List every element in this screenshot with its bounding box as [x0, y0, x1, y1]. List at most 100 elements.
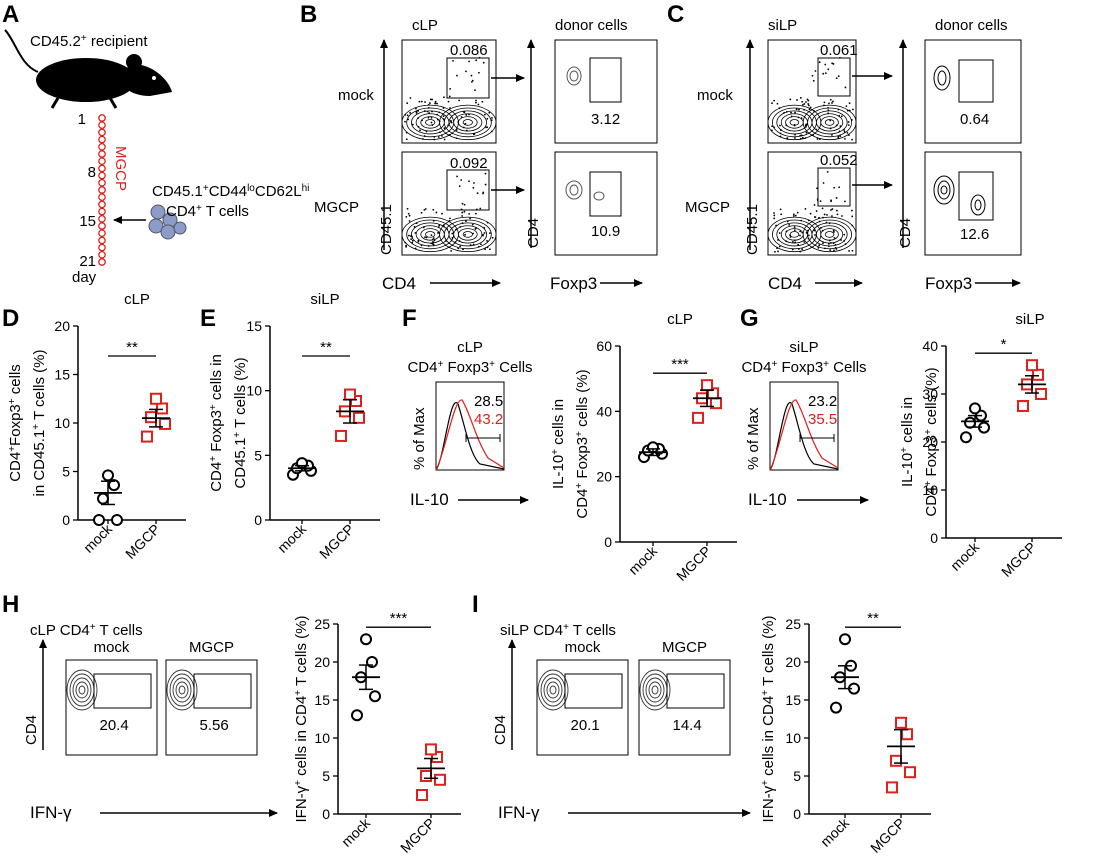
data-point	[964, 416, 976, 429]
flow-plot: MGCP 5.56	[165, 639, 258, 756]
mouse-icon	[4, 29, 172, 109]
flow-plot: 0.092	[401, 151, 497, 256]
flow-plot-title: mock	[565, 639, 601, 656]
y-tick-label: 15	[54, 367, 70, 383]
ifng-xlabel: IFN-γ	[30, 803, 72, 822]
category-label: mock	[947, 538, 983, 574]
contour-cloud	[401, 216, 497, 253]
panel-b-tissue: cLP	[412, 17, 438, 34]
mgcp-value: 35.5	[808, 411, 837, 428]
timeline-day-marker	[98, 258, 106, 266]
timeline-day-marker	[98, 193, 106, 202]
scatter-chart: 0 5 10 15 20 25 mock MGCP IFN-γ+ cells in CD4+ T…	[760, 610, 931, 856]
data-point	[156, 402, 168, 415]
data-point	[886, 781, 898, 794]
ifng-panel-title: cLP CD4+ T cells	[30, 622, 143, 640]
data-point	[692, 411, 704, 424]
chart-ylabel: IL-10+ cells in	[899, 397, 917, 487]
recipient-label: CD45.2+ recipient	[30, 33, 148, 51]
treg-value: 12.6	[960, 226, 989, 243]
timeline-day-marker	[98, 171, 106, 180]
panel-b-row-mock: mock	[338, 87, 374, 104]
data-point	[416, 789, 428, 801]
y-tick-label: 20	[54, 318, 70, 334]
panel-c-row-mgcp: MGCP	[685, 199, 730, 216]
chart-title: cLP	[667, 311, 693, 328]
timeline-day-marker	[98, 135, 106, 144]
gate-value: 0.052	[820, 152, 858, 169]
series-mgcp	[692, 379, 722, 424]
y-tick-label: 0	[254, 512, 262, 528]
panel-letter-d: D	[2, 305, 19, 332]
treg-value: 0.64	[960, 111, 989, 128]
data-point	[1035, 388, 1047, 400]
data-point	[434, 773, 446, 786]
series-mgcp	[416, 743, 446, 801]
data-point	[904, 766, 916, 779]
day-label: day	[72, 269, 97, 286]
timeline-day-marker	[98, 229, 106, 238]
histogram-gate-label: CD4+ Foxp3+ Cells	[407, 359, 532, 377]
day-tick-21: 21	[79, 253, 96, 270]
y-tick-label: 20	[785, 654, 801, 670]
panel-c-tissue: siLP	[768, 17, 797, 34]
series-mock	[960, 402, 990, 444]
y-tick-label: 0	[793, 806, 801, 822]
ifng-gate-value: 20.1	[571, 717, 600, 734]
data-point	[1026, 359, 1038, 372]
panel-c: C siLP donor cells mock MGCP 0.061 0.052…	[667, 1, 1022, 293]
transfer-cells-line1: CD45.1+CD44loCD62Lhi	[152, 183, 309, 201]
histogram-ylabel: % of Max	[411, 407, 428, 470]
panel-letter-b: B	[300, 1, 317, 28]
y-tick-label: 5	[62, 464, 70, 480]
data-point	[1032, 368, 1044, 381]
chart-ylabel: IFN-γ+ cells in CD4+ T cells (%)	[760, 615, 778, 822]
significance-label: **	[320, 339, 332, 356]
category-label: mock	[817, 814, 853, 850]
data-point	[890, 754, 902, 767]
scatter-chart: 0 20 40 60 mock MGCP cLP IL-10+ cells in CD4+ Fo…	[550, 311, 737, 584]
y-tick-label: 20	[314, 654, 330, 670]
histogram-ylabel: % of Max	[745, 407, 762, 470]
flow-plot-title: MGCP	[662, 639, 707, 656]
ifng-gate-value: 14.4	[673, 717, 702, 734]
gate-box	[817, 167, 851, 207]
y-tick-label: 10	[246, 383, 262, 399]
ifng-xlabel: IFN-γ	[498, 803, 540, 822]
significance-label: ***	[390, 610, 408, 627]
chart-title: siLP	[310, 291, 339, 308]
gate-box	[589, 57, 622, 103]
y-tick-label: 40	[596, 403, 612, 419]
y-tick-label: 5	[254, 447, 262, 463]
category-label: mock	[338, 814, 374, 850]
data-point	[353, 411, 365, 424]
series-mgcp	[1017, 359, 1047, 412]
scatter-chart: 0 10 20 30 40 mock MGCP siLP IL-10+ cells in CD4+…	[899, 311, 1062, 580]
significance-label: ***	[671, 356, 689, 373]
mgcp-timeline-label: MGCP	[112, 146, 129, 191]
flow-plot: 12.6	[924, 151, 1022, 256]
gate-box	[564, 673, 623, 709]
panel-c-y-axis: CD45.1	[744, 204, 761, 255]
y-tick-label: 40	[922, 338, 938, 354]
histogram-xlabel: IL-10	[748, 490, 787, 509]
flow-plot: 0.052	[767, 151, 858, 256]
panel-letter: F	[402, 305, 417, 332]
category-label: MGCP	[867, 815, 908, 856]
flow-plot: mock 20.1	[536, 639, 629, 756]
timeline-day-marker	[98, 121, 106, 130]
cells-icon	[148, 204, 187, 240]
timeline-day-marker	[98, 142, 106, 151]
panel-letter: G	[740, 305, 759, 332]
mgcp-value: 43.2	[474, 411, 503, 428]
y-tick-label: 20	[596, 469, 612, 485]
data-point	[420, 770, 432, 782]
panel-letter-e: E	[200, 305, 216, 332]
panel-c-donor-y-axis: CD4	[897, 218, 914, 248]
chart-ylabel: CD4+Foxp3+ cells	[7, 364, 25, 482]
scatter-chart: 0 5 10 15 mock MGCP siLP CD4+ Foxp3+ cells in CD…	[208, 291, 380, 562]
timeline-day-marker	[98, 150, 106, 158]
gate-value: 0.061	[820, 42, 858, 59]
timeline-day-marker	[98, 164, 106, 173]
